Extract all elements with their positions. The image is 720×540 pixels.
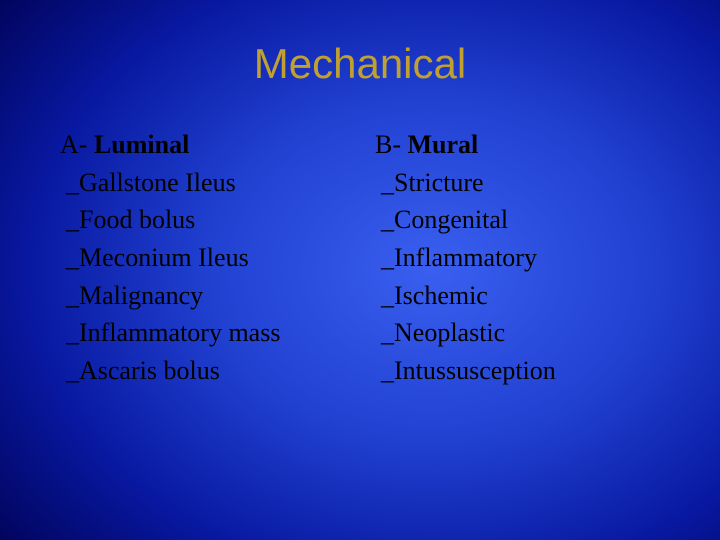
list-item: _Meconium Ileus — [60, 239, 345, 277]
column-b-header: B- Mural — [375, 126, 660, 164]
list-item: _Congenital — [375, 201, 660, 239]
list-item: _Neoplastic — [375, 314, 660, 352]
column-b: B- Mural _Stricture _Congenital _Inflamm… — [375, 126, 660, 390]
column-a-word: Luminal — [94, 130, 189, 159]
column-b-letter: B- — [375, 130, 401, 159]
list-item: _Inflammatory mass — [60, 314, 345, 352]
list-item: _Inflammatory — [375, 239, 660, 277]
column-a: A- Luminal _Gallstone Ileus _Food bolus … — [60, 126, 345, 390]
column-a-letter: A- — [60, 130, 87, 159]
slide-title: Mechanical — [60, 40, 660, 88]
list-item: _Stricture — [375, 164, 660, 202]
list-item: _Intussusception — [375, 352, 660, 390]
list-item: _Food bolus — [60, 201, 345, 239]
list-item: _Malignancy — [60, 277, 345, 315]
columns-container: A- Luminal _Gallstone Ileus _Food bolus … — [60, 126, 660, 390]
column-a-header: A- Luminal — [60, 126, 345, 164]
column-b-word: Mural — [408, 130, 479, 159]
slide: Mechanical A- Luminal _Gallstone Ileus _… — [0, 0, 720, 540]
list-item: _Gallstone Ileus — [60, 164, 345, 202]
list-item: _Ascaris bolus — [60, 352, 345, 390]
list-item: _Ischemic — [375, 277, 660, 315]
